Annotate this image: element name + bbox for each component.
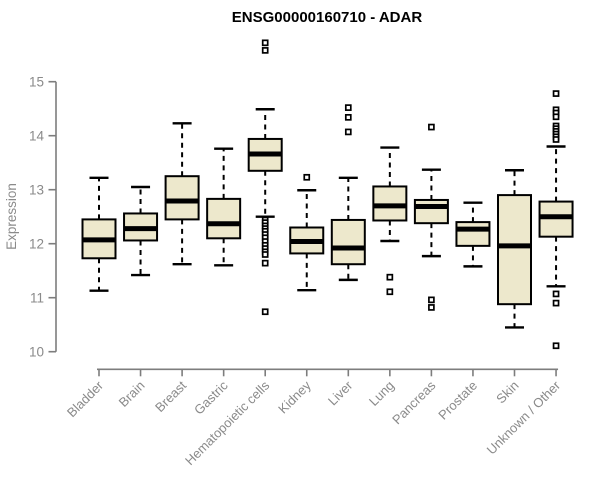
outlier-point: [261, 47, 269, 54]
boxplot-lung: [372, 146, 408, 296]
outlier-point: [552, 113, 560, 121]
x-category-label: Kidney: [275, 377, 314, 416]
x-category-label: Brain: [116, 378, 148, 410]
y-tick-label: 11: [30, 290, 44, 305]
x-category-label: Liver: [325, 377, 356, 408]
boxplot-skin: [497, 169, 532, 329]
x-category-label: Lung: [366, 378, 397, 409]
boxplot-kidney: [289, 173, 325, 292]
boxplot-hematopoietic-cells: [247, 39, 283, 316]
outlier-point: [428, 123, 435, 131]
outlier-point: [428, 296, 435, 304]
outlier-point: [552, 136, 560, 143]
outlier-point: [552, 90, 560, 97]
boxplot-breast: [164, 122, 200, 266]
y-tick-label: 10: [29, 344, 44, 359]
boxplot-liver: [330, 104, 366, 282]
x-category-label: Prostate: [435, 378, 480, 423]
outlier-point: [386, 288, 394, 296]
y-tick-label: 15: [29, 74, 44, 89]
boxplot-unknown-other: [538, 90, 574, 350]
x-category-label: Pancreas: [389, 377, 439, 427]
outlier-point: [386, 273, 394, 281]
outlier-point: [552, 299, 560, 307]
boxplot-gastric: [206, 147, 242, 267]
x-category-label: Breast: [152, 378, 189, 415]
y-tick-label: 14: [29, 128, 45, 143]
boxplot-pancreas: [413, 123, 449, 311]
outlier-point: [344, 104, 352, 111]
boxplot-prostate: [455, 201, 491, 268]
boxplot-brain: [123, 185, 159, 277]
y-tick-label: 13: [29, 182, 44, 197]
outlier-point: [428, 304, 435, 311]
x-category-label: Unknown / Other: [484, 377, 564, 457]
outlier-point: [303, 173, 311, 181]
y-axis-label: Expression: [4, 183, 19, 250]
boxplot-box: [206, 197, 242, 240]
boxplot-box: [497, 194, 532, 306]
outlier-point: [261, 39, 269, 47]
outlier-point: [261, 251, 269, 258]
outlier-point: [552, 290, 560, 298]
chart-title: ENSG00000160710 - ADAR: [232, 9, 423, 26]
outlier-point: [552, 342, 560, 350]
x-category-label: Gastric: [191, 377, 231, 417]
outlier-point: [261, 259, 269, 267]
y-axis: 10 11 12 13 14 15: [29, 74, 57, 359]
outlier-point: [344, 113, 352, 121]
boxplot-box: [330, 218, 366, 266]
boxplot-box: [413, 198, 449, 225]
outlier-point: [261, 308, 269, 316]
boxplot-box: [455, 221, 491, 247]
boxplot-bladder: [81, 176, 117, 292]
x-category-label: Bladder: [64, 377, 107, 420]
y-tick-label: 12: [29, 236, 44, 251]
boxplot-box: [164, 175, 200, 221]
boxplot-series: [81, 39, 574, 350]
x-category-label: Skin: [493, 378, 521, 406]
outlier-point: [344, 128, 352, 136]
